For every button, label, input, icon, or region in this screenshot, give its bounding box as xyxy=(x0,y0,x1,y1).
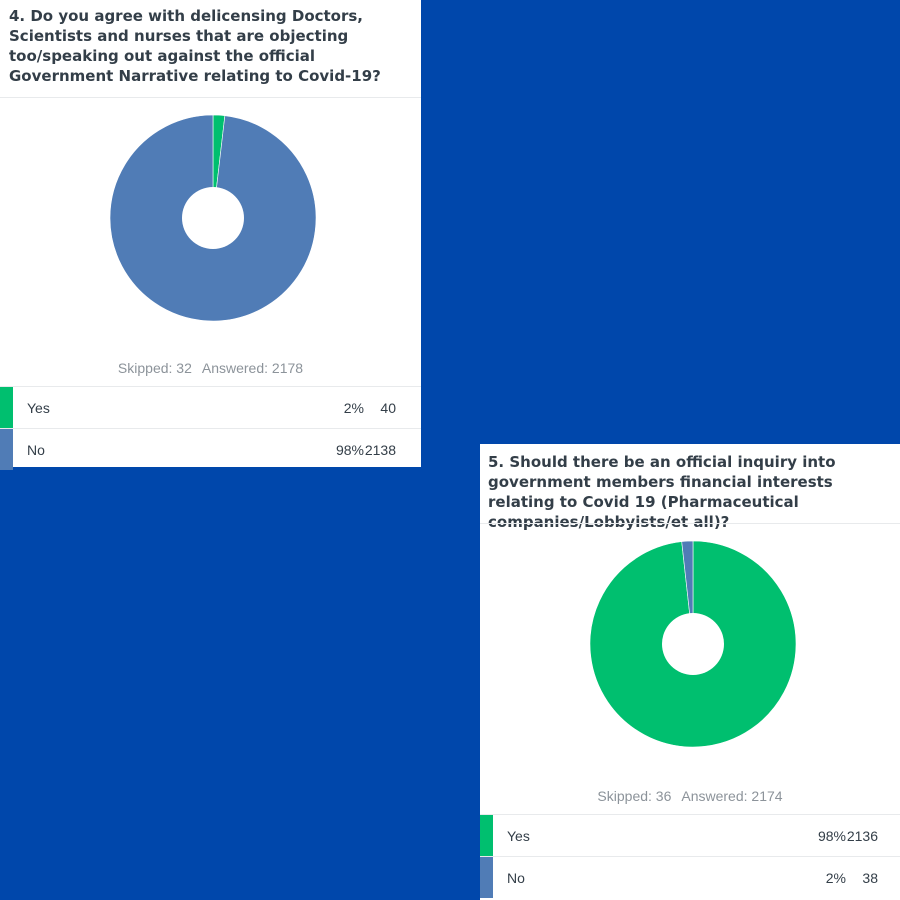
answer-label: Yes xyxy=(507,828,530,844)
legend-swatch-yes xyxy=(0,387,13,428)
legend-swatch-no xyxy=(480,857,493,898)
question-5-card: 5. Should there be an official inquiry i… xyxy=(480,444,900,900)
answer-label: No xyxy=(27,442,45,458)
answer-count: 38 xyxy=(862,870,878,886)
answer-label: Yes xyxy=(27,400,50,416)
question-4-donut-chart xyxy=(109,114,317,322)
skipped-count: Skipped: 36 xyxy=(597,788,672,804)
skipped-count: Skipped: 32 xyxy=(117,360,192,376)
question-5-title: 5. Should there be an official inquiry i… xyxy=(488,453,836,531)
question-4-title: 4. Do you agree with delicensing Doctors… xyxy=(9,7,381,85)
donut-hole xyxy=(662,613,724,675)
question-5-donut-chart xyxy=(589,540,797,748)
answered-count: Answered: 2174 xyxy=(681,788,783,804)
answer-label: No xyxy=(507,870,525,886)
donut-hole xyxy=(182,187,244,249)
answer-count: 40 xyxy=(380,400,396,416)
answer-row-yes: Yes 98% 2136 xyxy=(480,814,900,856)
answer-row-no: No 2% 38 xyxy=(480,856,900,898)
legend-swatch-yes xyxy=(480,815,493,856)
question-4-card: 4. Do you agree with delicensing Doctors… xyxy=(0,0,421,470)
question-4-stats: Skipped: 32 Answered: 2178 xyxy=(0,360,421,376)
answer-row-no: No 98% 2138 xyxy=(0,428,421,470)
title-divider xyxy=(0,97,421,98)
answer-percent: 98% xyxy=(335,442,364,458)
answer-row-yes: Yes 2% 40 xyxy=(0,386,421,428)
answer-percent: 2% xyxy=(343,400,364,416)
question-5-answer-table: Yes 98% 2136 No 2% 38 xyxy=(480,814,900,898)
answered-count: Answered: 2178 xyxy=(201,360,304,376)
answer-percent: 98% xyxy=(817,828,846,844)
answer-count: 2136 xyxy=(846,828,878,844)
legend-swatch-no xyxy=(0,429,13,470)
question-4-answer-table: Yes 2% 40 No 98% 2138 xyxy=(0,386,421,470)
question-5-stats: Skipped: 36 Answered: 2174 xyxy=(480,788,900,804)
answer-count: 2138 xyxy=(364,442,396,458)
answer-percent: 2% xyxy=(825,870,846,886)
title-divider xyxy=(480,523,900,524)
